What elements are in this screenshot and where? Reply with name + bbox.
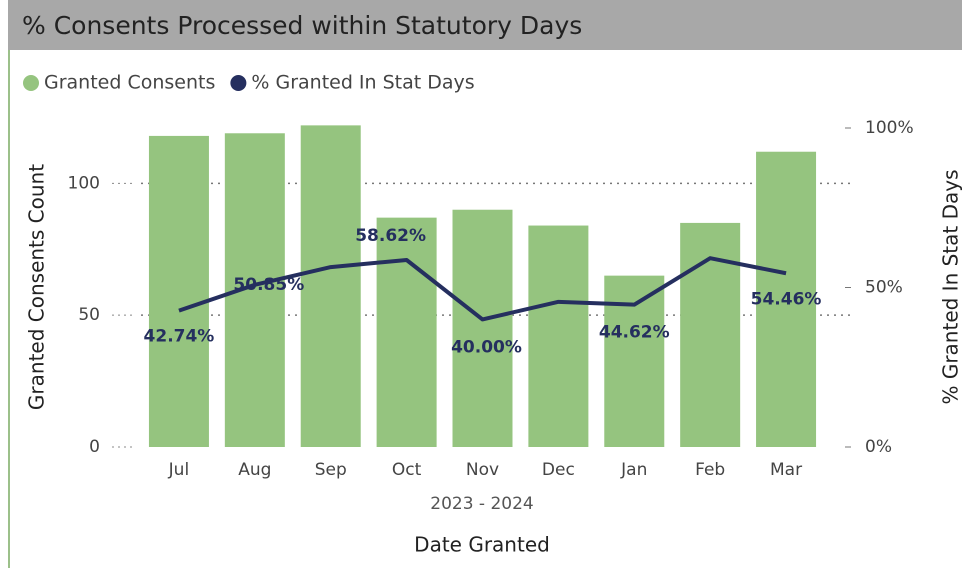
line bbox=[178, 256, 787, 322]
x-tick-label: Aug bbox=[238, 460, 271, 480]
data-label: 42.74% bbox=[144, 327, 215, 347]
y2-axis-title: % Granted In Stat Days bbox=[939, 169, 962, 404]
data-label: 54.46% bbox=[751, 289, 822, 309]
data-label: 58.62% bbox=[355, 226, 426, 246]
x-sublabel: 2023 - 2024 bbox=[430, 494, 533, 514]
bar bbox=[604, 275, 665, 447]
x-tick-label: Feb bbox=[695, 460, 725, 480]
x-tick-label: Nov bbox=[466, 460, 499, 480]
x-tick-label: Sep bbox=[315, 460, 347, 480]
data-label: 44.62% bbox=[599, 323, 670, 343]
x-tick-label: Dec bbox=[542, 460, 575, 480]
x-axis-title: Date Granted bbox=[414, 533, 550, 557]
y2-tick-label: 100% bbox=[865, 118, 914, 138]
bar bbox=[756, 151, 817, 447]
legend-label: Granted Consents bbox=[44, 72, 215, 94]
data-label: 40.00% bbox=[451, 337, 522, 357]
bar bbox=[452, 209, 513, 447]
y2-tick-label: 50% bbox=[865, 278, 903, 298]
x-tick-label: Oct bbox=[392, 460, 422, 480]
y2-tick-label: 0% bbox=[865, 437, 892, 457]
bar bbox=[300, 125, 361, 447]
y-axis-title: Granted Consents Count bbox=[25, 164, 49, 410]
bar bbox=[376, 217, 437, 447]
y-tick-label: 0 bbox=[89, 437, 100, 457]
y-tick-label: 50 bbox=[78, 305, 100, 325]
bar bbox=[148, 135, 209, 447]
y-tick-label: 100 bbox=[68, 173, 100, 193]
x-tick-label: Jan bbox=[620, 460, 647, 480]
legend-marker bbox=[230, 75, 247, 91]
x-tick-label: Mar bbox=[770, 460, 802, 480]
x-tick-label: Jul bbox=[168, 460, 190, 480]
bar bbox=[528, 225, 589, 447]
header-bar bbox=[8, 0, 962, 50]
legend-marker bbox=[23, 75, 39, 91]
legend-label: % Granted In Stat Days bbox=[251, 72, 474, 94]
data-label: 50.85% bbox=[233, 275, 304, 295]
chart-title: % Consents Processed within Statutory Da… bbox=[22, 11, 582, 40]
